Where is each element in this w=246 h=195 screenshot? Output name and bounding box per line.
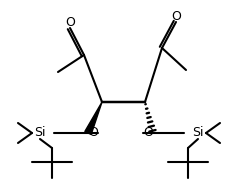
Text: Si: Si xyxy=(192,127,204,139)
Text: Si: Si xyxy=(34,127,46,139)
Polygon shape xyxy=(85,102,102,134)
Text: O: O xyxy=(65,17,75,29)
Text: O: O xyxy=(88,127,98,139)
Text: O: O xyxy=(171,11,181,24)
Text: O: O xyxy=(143,127,153,139)
